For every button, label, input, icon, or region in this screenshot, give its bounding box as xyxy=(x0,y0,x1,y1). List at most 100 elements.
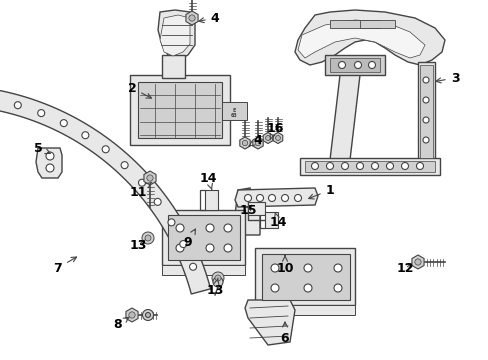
Circle shape xyxy=(416,162,423,170)
Polygon shape xyxy=(239,137,250,149)
Polygon shape xyxy=(143,171,156,185)
Polygon shape xyxy=(162,55,184,78)
Circle shape xyxy=(354,62,361,68)
Circle shape xyxy=(224,224,231,232)
Polygon shape xyxy=(329,58,379,72)
Polygon shape xyxy=(126,308,138,322)
Text: 15: 15 xyxy=(239,203,256,216)
Polygon shape xyxy=(411,255,423,269)
Polygon shape xyxy=(168,215,240,260)
Polygon shape xyxy=(329,20,379,28)
Circle shape xyxy=(81,132,89,139)
Circle shape xyxy=(311,162,318,170)
Text: 8: 8 xyxy=(113,317,128,332)
Circle shape xyxy=(304,264,311,272)
Circle shape xyxy=(215,275,221,281)
Circle shape xyxy=(38,109,44,117)
Text: E
63: E 63 xyxy=(230,108,237,118)
Circle shape xyxy=(224,244,231,252)
Circle shape xyxy=(142,310,153,320)
Circle shape xyxy=(294,194,301,202)
Circle shape xyxy=(368,62,375,68)
Polygon shape xyxy=(252,137,263,149)
Text: 13: 13 xyxy=(129,239,146,252)
Polygon shape xyxy=(325,55,384,75)
Circle shape xyxy=(212,272,224,284)
Circle shape xyxy=(167,219,175,226)
Circle shape xyxy=(242,140,247,146)
Polygon shape xyxy=(359,20,394,28)
Circle shape xyxy=(176,224,183,232)
Circle shape xyxy=(422,117,428,123)
Text: 16: 16 xyxy=(266,122,283,140)
Text: 12: 12 xyxy=(395,261,413,274)
Polygon shape xyxy=(162,265,244,275)
Polygon shape xyxy=(204,190,218,210)
Circle shape xyxy=(102,146,109,153)
Polygon shape xyxy=(36,148,62,178)
Circle shape xyxy=(46,152,54,160)
Circle shape xyxy=(60,120,67,127)
Polygon shape xyxy=(160,15,190,56)
Polygon shape xyxy=(0,86,210,294)
Circle shape xyxy=(142,232,154,244)
Polygon shape xyxy=(264,212,278,228)
Circle shape xyxy=(205,244,214,252)
Polygon shape xyxy=(244,300,294,345)
Polygon shape xyxy=(273,132,282,144)
Text: 7: 7 xyxy=(54,257,77,274)
Circle shape xyxy=(401,162,407,170)
Circle shape xyxy=(205,224,214,232)
Polygon shape xyxy=(130,75,229,145)
Circle shape xyxy=(256,194,263,202)
Text: 10: 10 xyxy=(276,256,293,274)
Circle shape xyxy=(268,194,275,202)
Circle shape xyxy=(270,284,279,292)
Polygon shape xyxy=(254,248,354,305)
Circle shape xyxy=(422,97,428,103)
Text: 1: 1 xyxy=(308,184,334,199)
Polygon shape xyxy=(235,188,260,235)
Circle shape xyxy=(128,312,135,318)
Circle shape xyxy=(386,162,393,170)
Polygon shape xyxy=(417,62,434,160)
Circle shape xyxy=(270,264,279,272)
Circle shape xyxy=(154,198,161,205)
Circle shape xyxy=(14,102,21,109)
Text: 11: 11 xyxy=(129,182,151,198)
Circle shape xyxy=(121,162,128,169)
Circle shape xyxy=(244,194,251,202)
Circle shape xyxy=(189,263,196,270)
Circle shape xyxy=(356,162,363,170)
Circle shape xyxy=(180,240,186,248)
Text: 14: 14 xyxy=(269,213,286,229)
Text: 9: 9 xyxy=(183,229,195,248)
Polygon shape xyxy=(419,65,432,158)
Polygon shape xyxy=(329,75,359,160)
Circle shape xyxy=(46,164,54,172)
Polygon shape xyxy=(162,210,244,265)
Circle shape xyxy=(146,175,153,181)
Polygon shape xyxy=(262,254,349,300)
Circle shape xyxy=(414,259,420,265)
Circle shape xyxy=(338,62,345,68)
Polygon shape xyxy=(138,82,222,138)
Polygon shape xyxy=(235,188,317,207)
Circle shape xyxy=(304,284,311,292)
Polygon shape xyxy=(254,305,354,315)
Polygon shape xyxy=(305,161,434,172)
Polygon shape xyxy=(158,10,195,60)
Text: 5: 5 xyxy=(34,141,50,154)
Text: 4: 4 xyxy=(248,134,262,147)
Text: 2: 2 xyxy=(127,81,151,98)
Circle shape xyxy=(188,15,195,21)
Circle shape xyxy=(265,135,270,140)
Circle shape xyxy=(422,137,428,143)
Polygon shape xyxy=(247,202,264,215)
Circle shape xyxy=(213,277,223,287)
Polygon shape xyxy=(185,11,198,25)
Text: 13: 13 xyxy=(206,278,223,297)
Text: 14: 14 xyxy=(199,171,216,190)
Circle shape xyxy=(255,140,260,146)
Circle shape xyxy=(333,284,341,292)
